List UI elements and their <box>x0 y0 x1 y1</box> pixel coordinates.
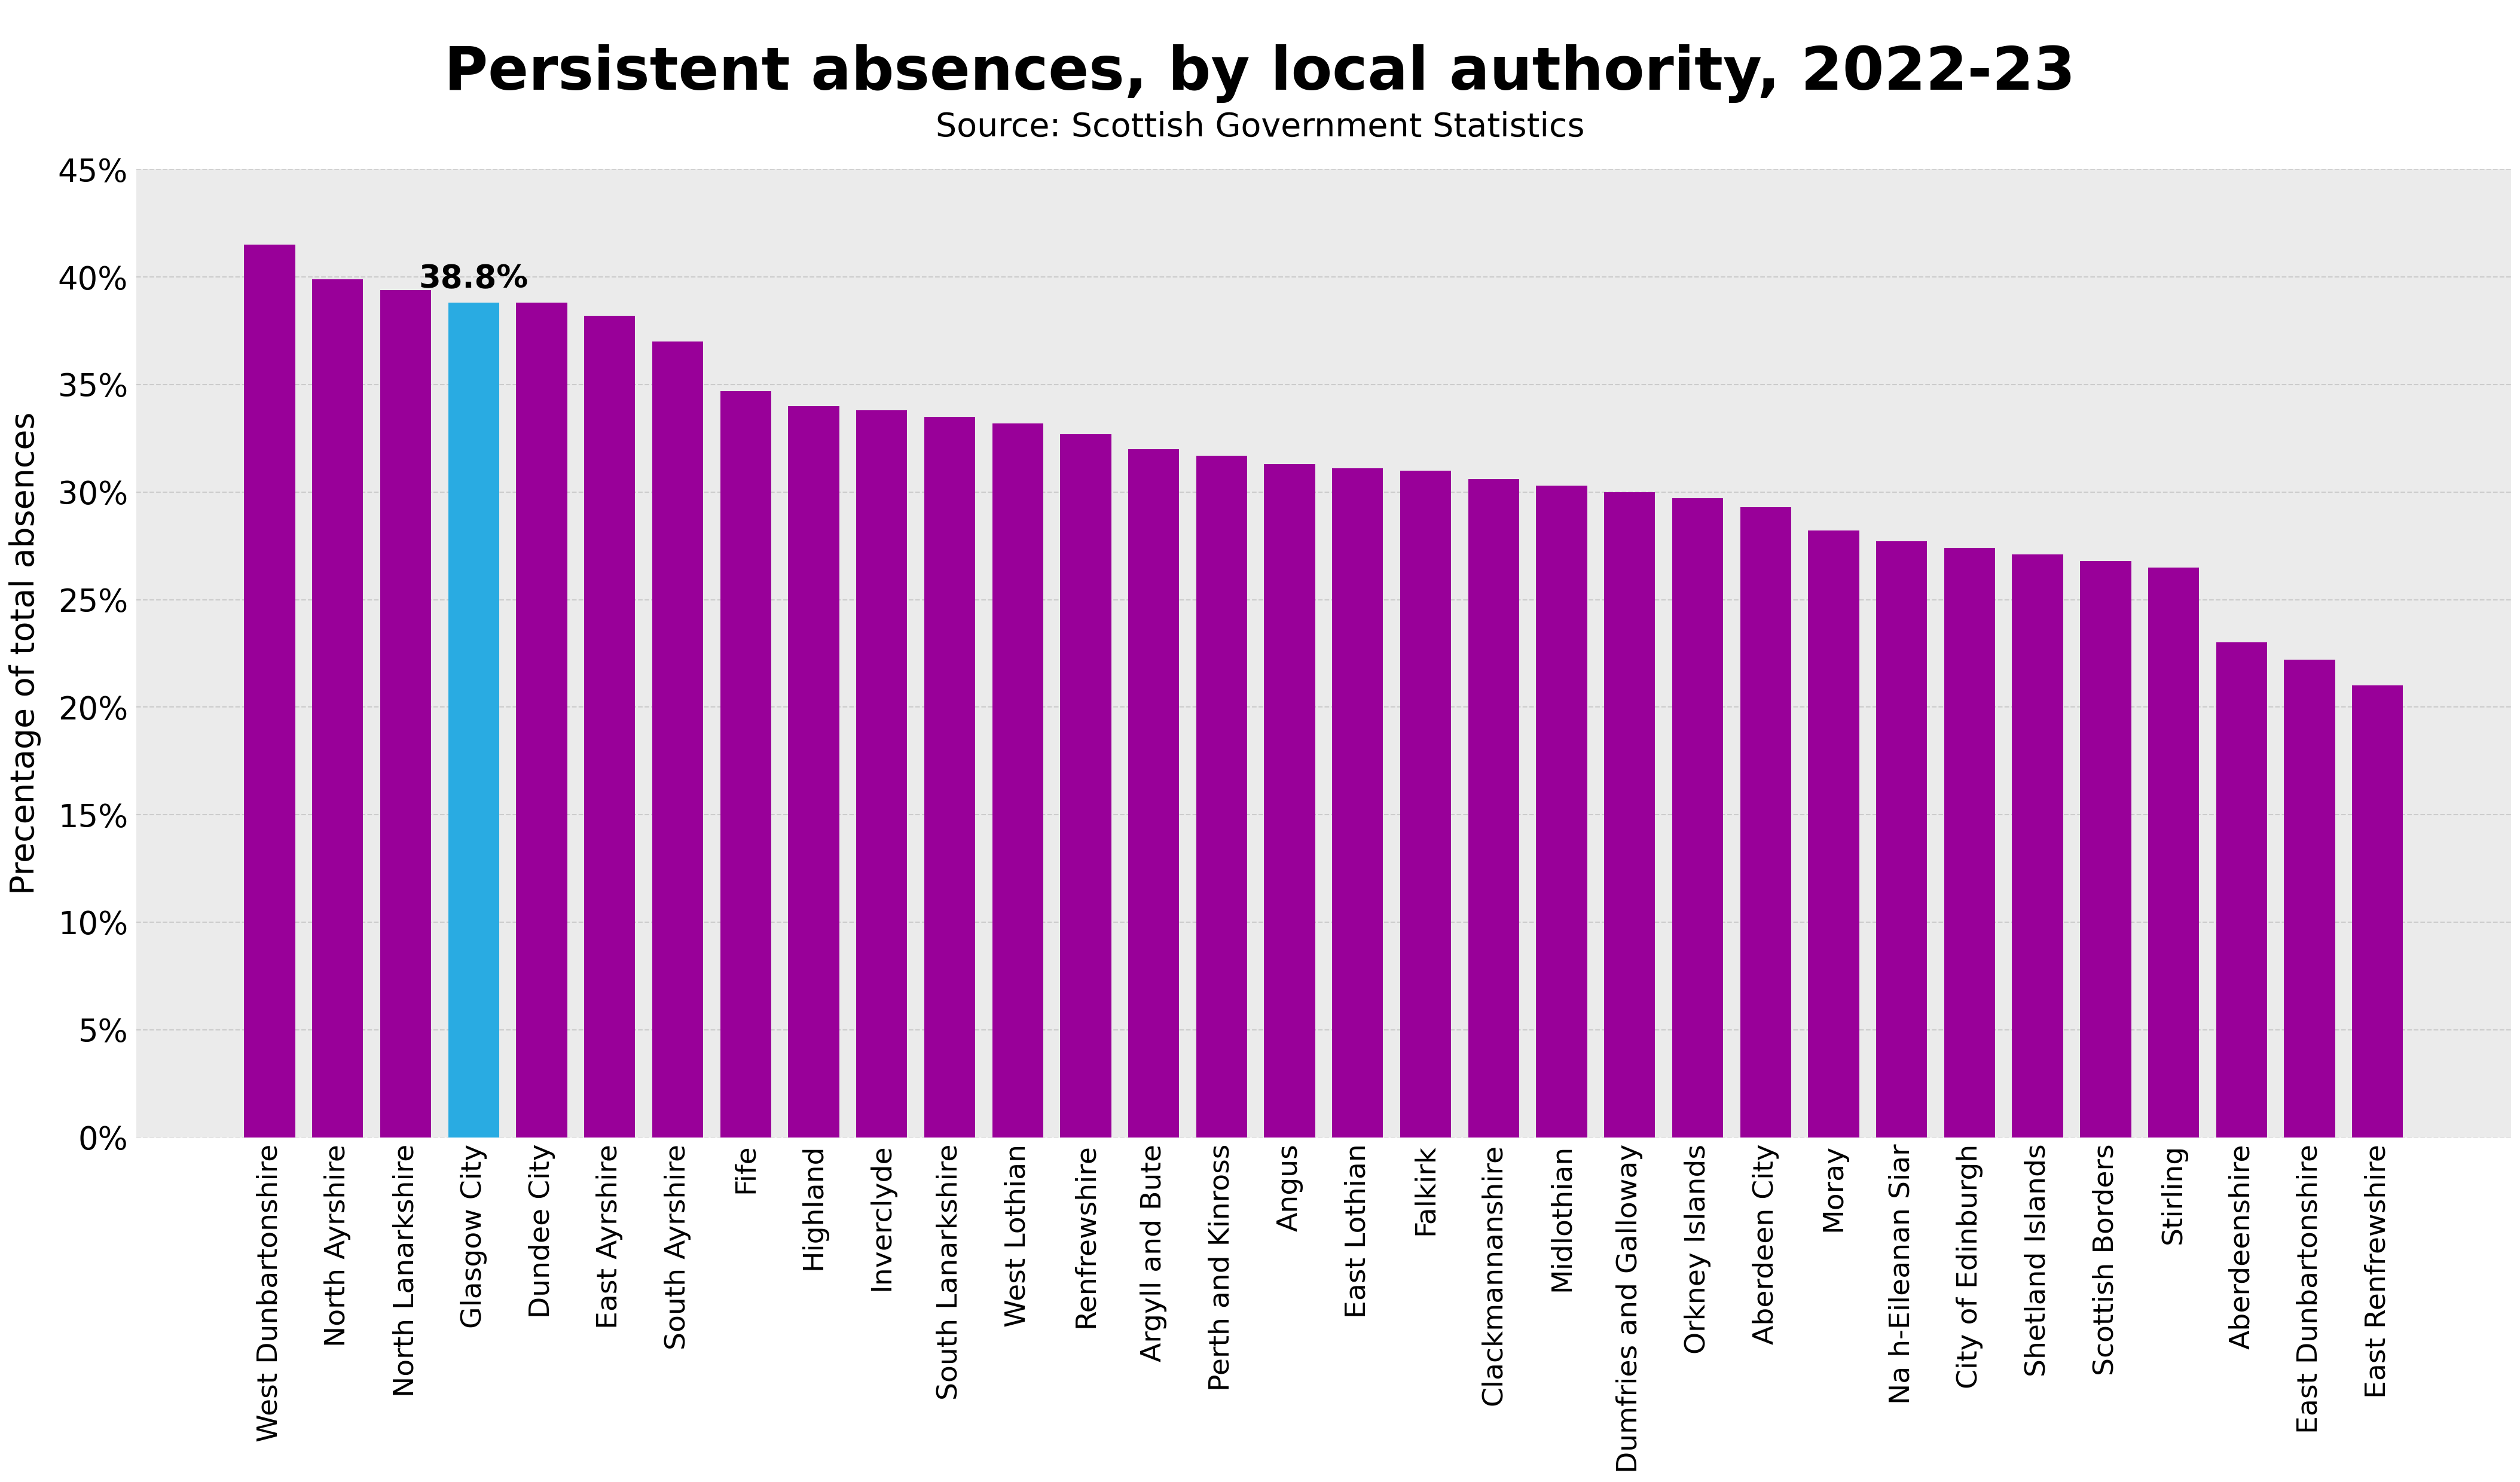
Bar <box>1129 449 1179 1137</box>
Bar <box>2351 686 2404 1137</box>
Bar <box>1809 531 1860 1137</box>
Bar <box>1061 434 1111 1137</box>
Bar <box>1265 464 1315 1137</box>
Bar <box>517 302 567 1137</box>
Bar <box>312 279 363 1137</box>
Bar <box>721 391 771 1137</box>
Bar <box>925 416 975 1137</box>
Bar <box>1537 486 1588 1137</box>
Bar <box>2283 659 2336 1137</box>
Bar <box>2011 554 2064 1137</box>
Bar <box>2147 568 2200 1137</box>
Bar <box>653 341 703 1137</box>
Text: Source: Scottish Government Statistics: Source: Scottish Government Statistics <box>935 111 1585 144</box>
Bar <box>1605 492 1656 1137</box>
Y-axis label: Precentage of total absences: Precentage of total absences <box>10 412 40 895</box>
Bar <box>1673 498 1724 1137</box>
Text: 38.8%: 38.8% <box>418 264 529 293</box>
Bar <box>585 316 635 1137</box>
Bar <box>993 424 1043 1137</box>
Bar <box>1943 548 1996 1137</box>
Bar <box>2215 643 2268 1137</box>
Bar <box>449 302 499 1137</box>
Bar <box>1333 468 1383 1137</box>
Bar <box>381 290 431 1137</box>
Bar <box>244 245 295 1137</box>
Text: Persistent absences, by local authority, 2022-23: Persistent absences, by local authority,… <box>444 44 2076 104</box>
Bar <box>1469 479 1520 1137</box>
Bar <box>2079 560 2132 1137</box>
Bar <box>1741 507 1792 1137</box>
Bar <box>789 406 839 1137</box>
Bar <box>1875 541 1928 1137</box>
Bar <box>1401 470 1452 1137</box>
Bar <box>1197 455 1247 1137</box>
Bar <box>857 411 907 1137</box>
